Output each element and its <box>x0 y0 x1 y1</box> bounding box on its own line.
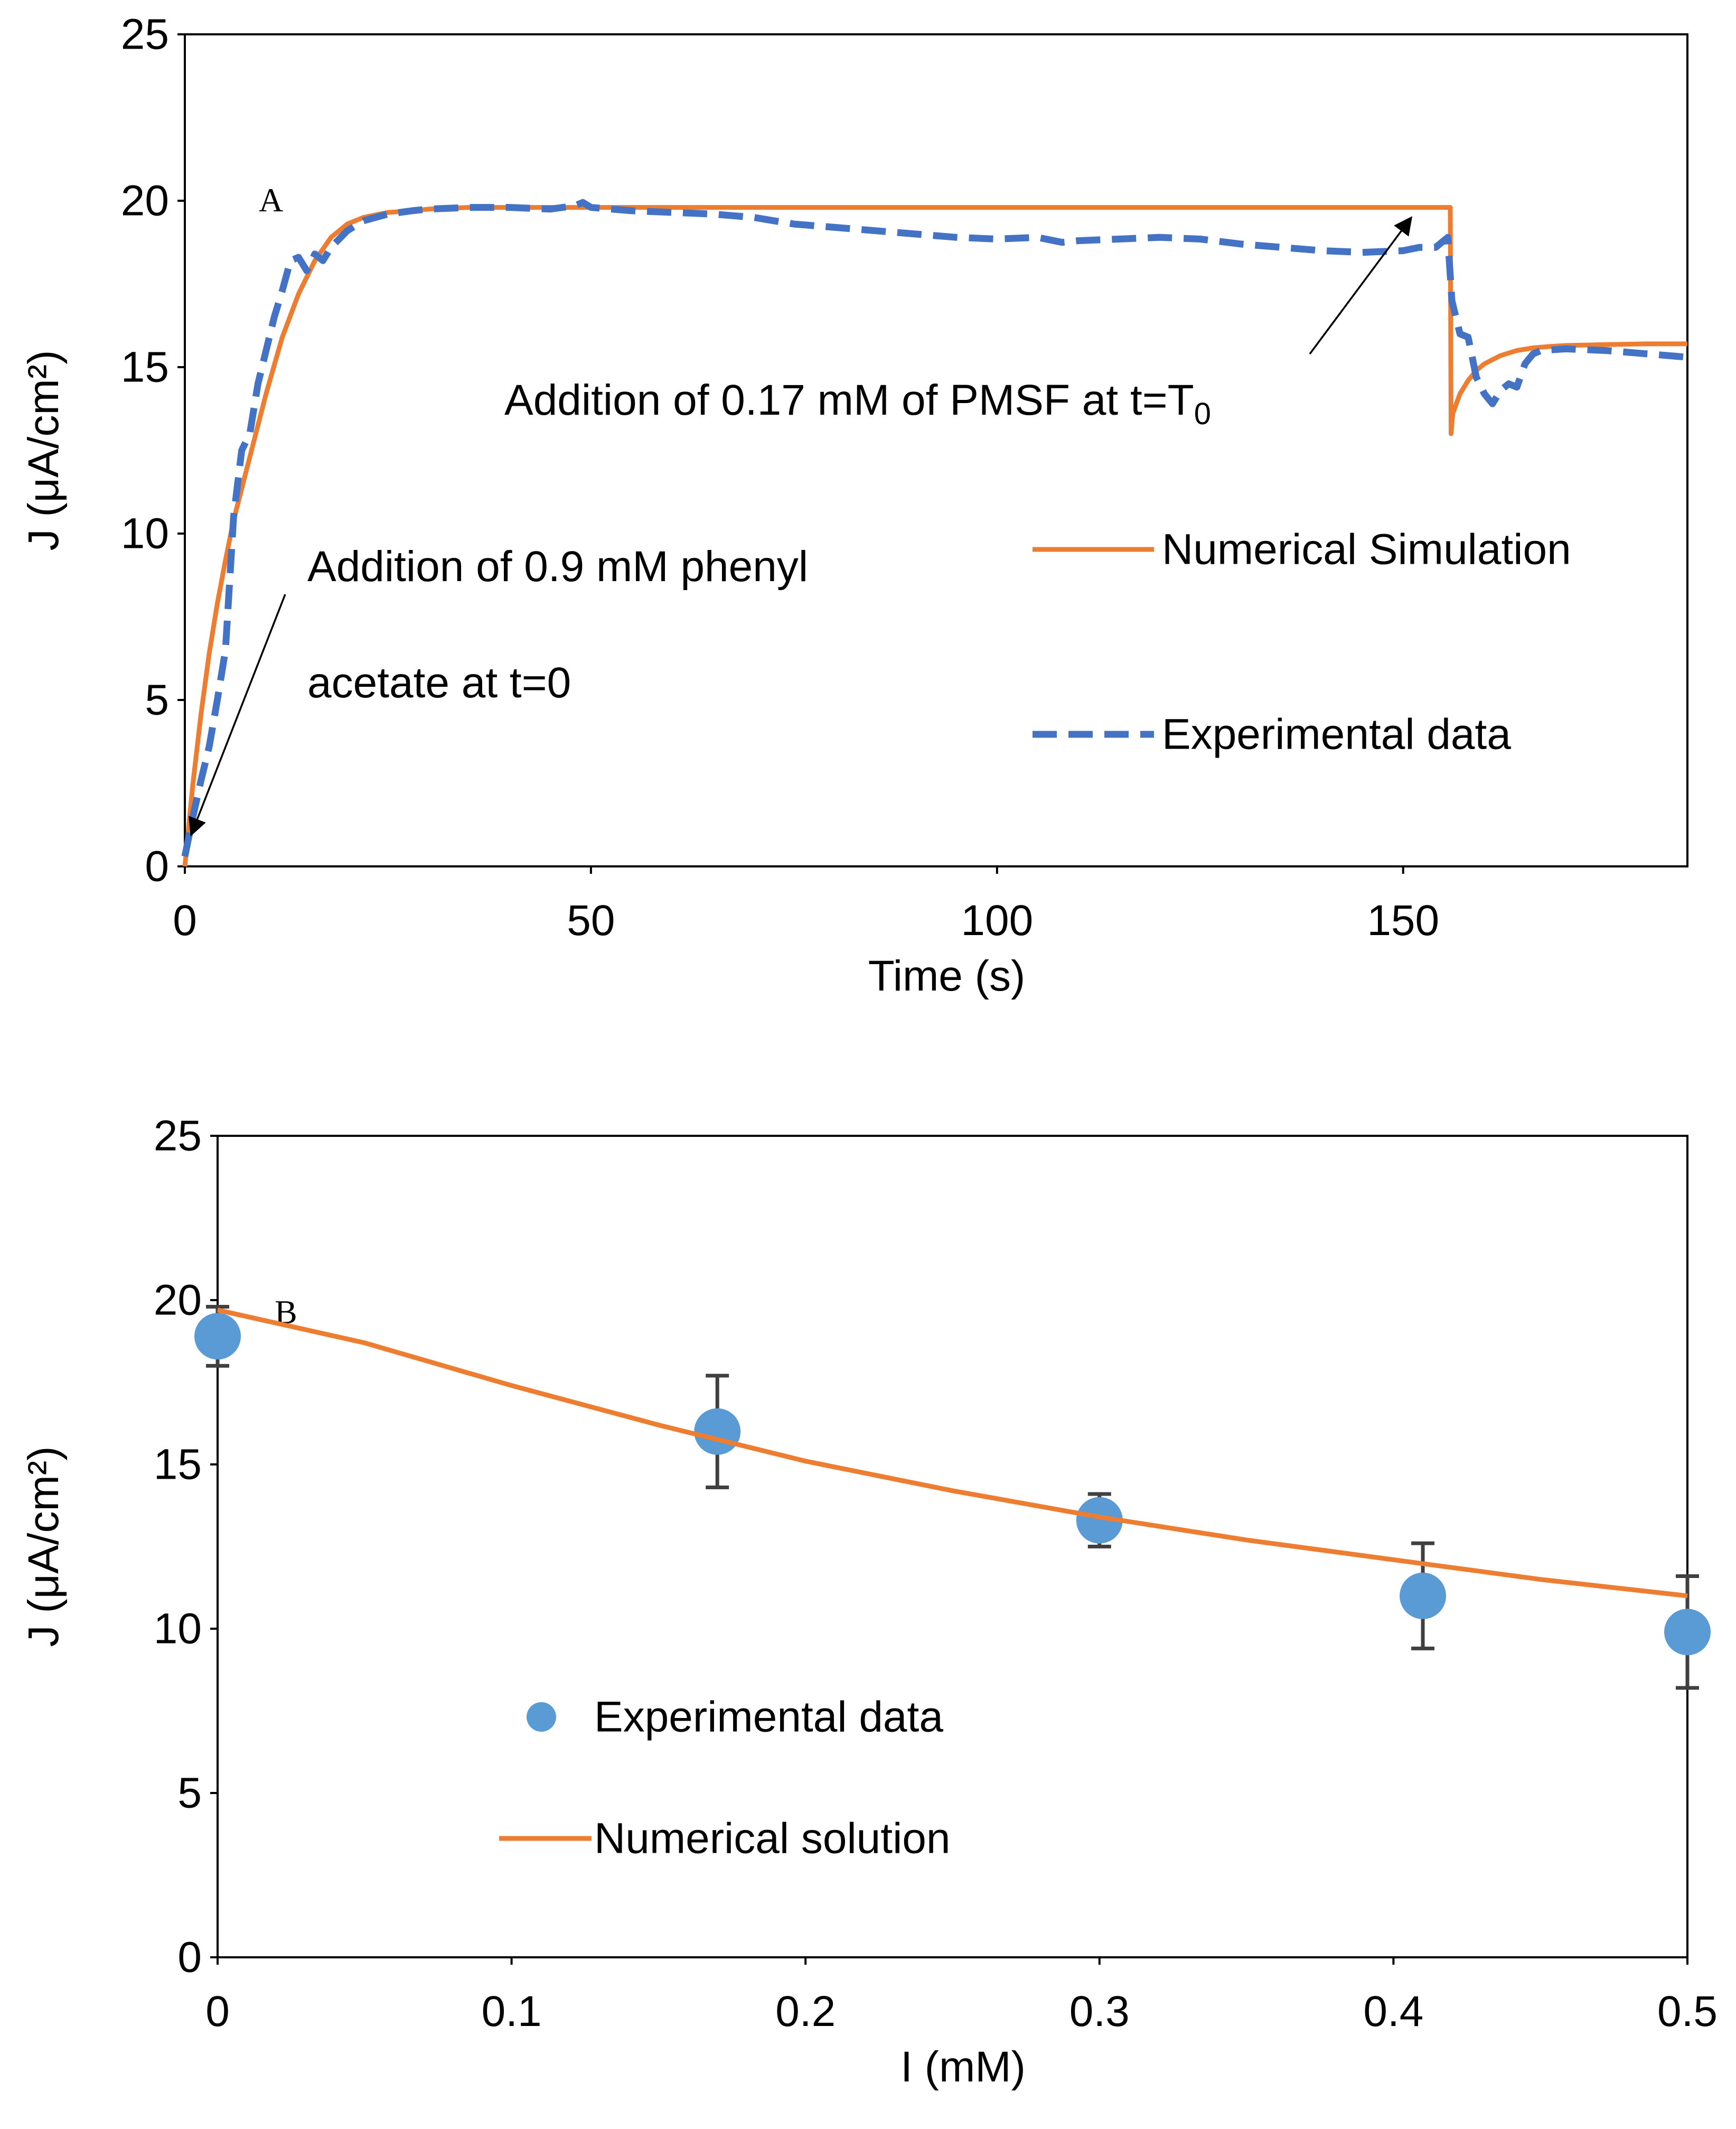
annotation-phenyl-acetate-line2: acetate at t=0 <box>307 659 571 707</box>
series-line-experimental-data <box>181 199 1688 857</box>
y-tick-label: 0 <box>145 843 169 891</box>
x-tick-label: 0.2 <box>775 1987 836 2035</box>
y-tick-label: 10 <box>154 1605 202 1653</box>
y-axis-title: J (μA/cm²) <box>20 1446 68 1647</box>
x-axis-title: I (mM) <box>900 2043 1026 2091</box>
y-tick-label: 25 <box>154 1112 202 1160</box>
x-axis-title: Time (s) <box>868 952 1026 1000</box>
x-tick-label: 0.4 <box>1363 1987 1423 2035</box>
data-point <box>194 1313 241 1360</box>
data-point <box>694 1408 741 1455</box>
y-tick-label: 20 <box>154 1276 202 1324</box>
x-tick-label: 0.1 <box>482 1987 542 2035</box>
x-tick-label: 150 <box>1367 897 1439 945</box>
data-point <box>1664 1609 1711 1656</box>
y-tick-label: 25 <box>121 11 169 59</box>
y-tick-label: 10 <box>121 510 169 558</box>
x-tick-label: 100 <box>961 897 1033 945</box>
y-tick-label: 0 <box>177 1934 202 1982</box>
legend-label-experimental-data: Experimental data <box>1162 711 1511 759</box>
x-tick-label: 0 <box>205 1987 230 2035</box>
panel-b: 0 5 10 15 20 25 0 0.1 0.2 0.3 0.4 0.5 I (mM) J (μA/cm… <box>20 1112 1718 2091</box>
plot-area <box>184 33 1688 867</box>
legend-label-experimental-data: Experimental data <box>594 1693 943 1741</box>
annotation-pmsf-main: Addition of 0.17 mM of PMSF at t=T <box>504 376 1194 424</box>
data-point <box>1076 1497 1123 1544</box>
annotation-arrow-phenyl-acetate <box>189 594 286 837</box>
legend-label-numerical-simulation: Numerical Simulation <box>1162 526 1571 574</box>
panel-label: A <box>259 181 283 219</box>
y-axis-title: J (μA/cm²) <box>20 350 68 551</box>
annotation-pmsf-subscript: 0 <box>1194 397 1211 431</box>
legend-marker-experimental-data <box>527 1702 556 1732</box>
y-tick-label: 15 <box>121 343 169 391</box>
annotation-arrow-pmsf <box>1309 216 1413 355</box>
series-line-numerical-solution <box>217 1308 1688 1599</box>
y-tick-label: 5 <box>177 1769 202 1817</box>
x-tick-label: 50 <box>567 897 615 945</box>
y-tick-label: 5 <box>145 676 169 724</box>
legend-label-numerical-solution: Numerical solution <box>594 1815 951 1863</box>
y-tick-label: 20 <box>121 177 169 225</box>
plot-area <box>217 1135 1688 1958</box>
x-tick-label: 0 <box>173 897 197 945</box>
x-tick-label: 0.5 <box>1657 1987 1718 2035</box>
data-point <box>1400 1572 1447 1619</box>
y-tick-label: 15 <box>154 1441 202 1489</box>
annotation-pmsf: Addition of 0.17 mM of PMSF at t=T0 <box>504 376 1211 431</box>
x-tick-label: 0.3 <box>1069 1987 1130 2035</box>
panel-a: 0 5 10 15 20 25 0 50 100 150 Time (s) J (μA/cm²) A Nu… <box>20 11 1688 1000</box>
annotation-phenyl-acetate-line1: Addition of 0.9 mM phenyl <box>307 543 808 591</box>
